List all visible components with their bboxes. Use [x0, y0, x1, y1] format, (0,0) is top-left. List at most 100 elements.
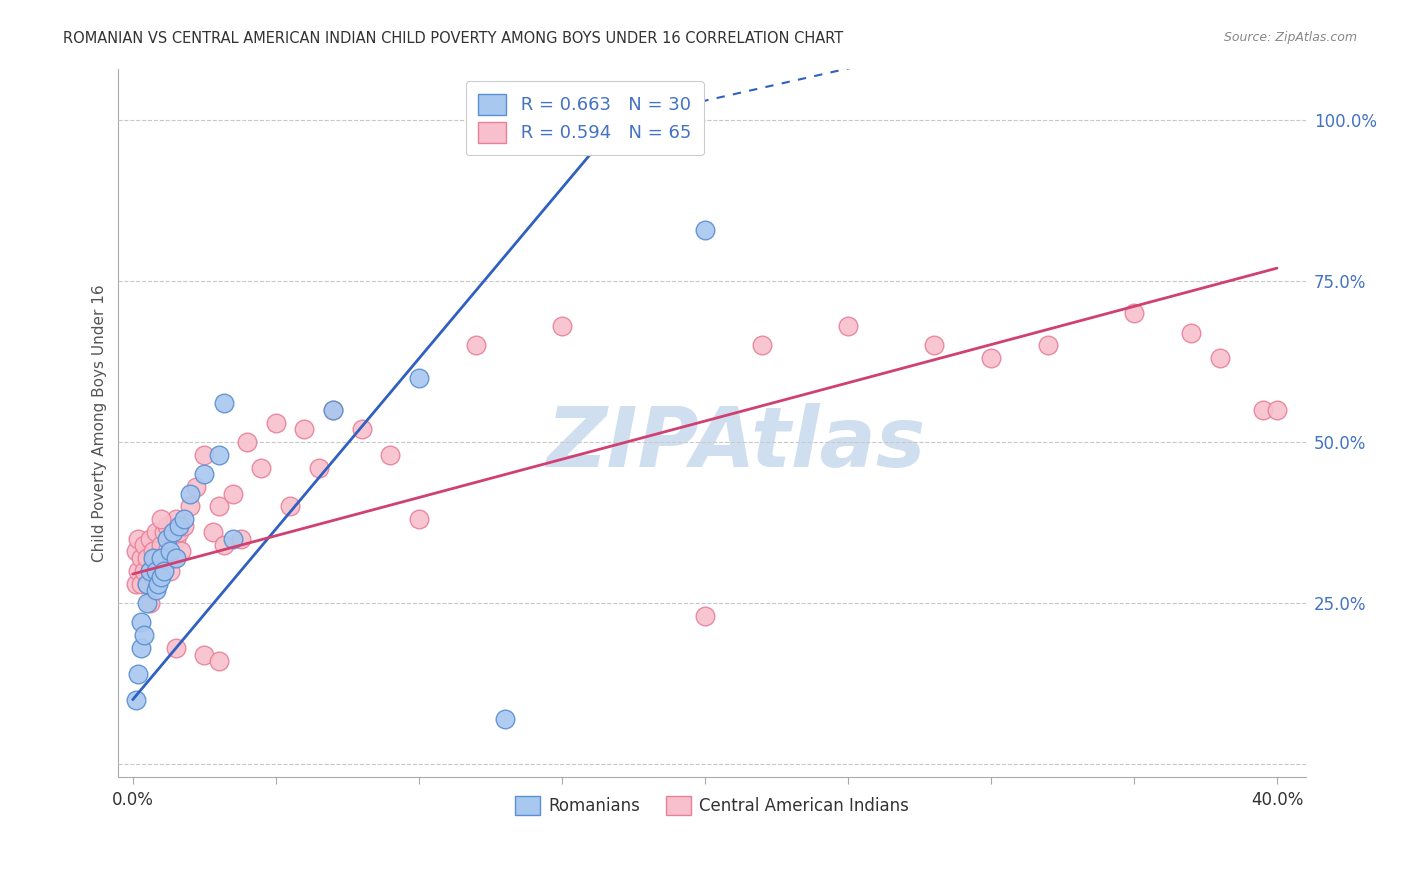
Point: [222, 486, 245, 500]
Point: [153, 564, 176, 578]
Point: [150, 538, 173, 552]
Point: [136, 576, 159, 591]
Point: [207, 448, 229, 462]
Point: [179, 486, 201, 500]
Point: [170, 544, 193, 558]
Point: [1180, 326, 1202, 340]
Point: [207, 654, 229, 668]
Point: [165, 512, 187, 526]
Point: [162, 525, 184, 540]
Point: [1265, 402, 1288, 417]
Point: [184, 480, 207, 494]
Point: [131, 576, 153, 591]
Point: [139, 564, 162, 578]
Point: [465, 338, 488, 352]
Text: Source: ZipAtlas.com: Source: ZipAtlas.com: [1223, 31, 1357, 45]
Point: [350, 422, 373, 436]
Point: [139, 564, 162, 578]
Point: [150, 570, 173, 584]
Point: [292, 422, 315, 436]
Point: [494, 712, 516, 726]
Point: [124, 692, 146, 706]
Point: [127, 532, 149, 546]
Point: [980, 351, 1002, 366]
Point: [408, 512, 430, 526]
Point: [131, 641, 153, 656]
Y-axis label: Child Poverty Among Boys Under 16: Child Poverty Among Boys Under 16: [93, 284, 107, 561]
Point: [124, 544, 146, 558]
Point: [153, 525, 176, 540]
Point: [751, 338, 773, 352]
Point: [693, 222, 716, 236]
Point: [551, 319, 574, 334]
Point: [131, 615, 153, 630]
Point: [156, 544, 179, 558]
Point: [1209, 351, 1232, 366]
Point: [922, 338, 945, 352]
Point: [322, 402, 344, 417]
Point: [173, 518, 195, 533]
Point: [308, 460, 330, 475]
Point: [150, 564, 173, 578]
Point: [201, 525, 224, 540]
Point: [179, 500, 201, 514]
Text: ROMANIAN VS CENTRAL AMERICAN INDIAN CHILD POVERTY AMONG BOYS UNDER 16 CORRELATIO: ROMANIAN VS CENTRAL AMERICAN INDIAN CHIL…: [63, 31, 844, 46]
Point: [142, 550, 165, 565]
Text: ZIPAtlas: ZIPAtlas: [546, 403, 925, 484]
Point: [250, 460, 273, 475]
Point: [167, 518, 190, 533]
Point: [139, 596, 162, 610]
Point: [159, 564, 181, 578]
Point: [193, 448, 215, 462]
Point: [136, 596, 159, 610]
Point: [142, 570, 165, 584]
Point: [145, 583, 167, 598]
Point: [139, 532, 162, 546]
Point: [165, 641, 187, 656]
Point: [1036, 338, 1059, 352]
Point: [145, 550, 167, 565]
Legend: Romanians, Central American Indians: Romanians, Central American Indians: [505, 786, 918, 825]
Point: [322, 402, 344, 417]
Point: [145, 525, 167, 540]
Point: [127, 564, 149, 578]
Point: [134, 538, 156, 552]
Point: [145, 564, 167, 578]
Point: [837, 319, 859, 334]
Point: [167, 525, 190, 540]
Point: [131, 550, 153, 565]
Point: [408, 370, 430, 384]
Point: [136, 550, 159, 565]
Point: [150, 512, 173, 526]
Point: [214, 538, 236, 552]
Point: [231, 532, 253, 546]
Point: [236, 435, 259, 450]
Point: [278, 500, 301, 514]
Point: [150, 550, 173, 565]
Point: [134, 564, 156, 578]
Point: [165, 550, 187, 565]
Point: [162, 550, 184, 565]
Point: [148, 576, 170, 591]
Point: [156, 518, 179, 533]
Point: [214, 396, 236, 410]
Point: [159, 544, 181, 558]
Point: [380, 448, 402, 462]
Point: [142, 544, 165, 558]
Point: [207, 500, 229, 514]
Point: [264, 416, 287, 430]
Point: [156, 532, 179, 546]
Point: [1123, 306, 1146, 320]
Point: [173, 512, 195, 526]
Point: [148, 558, 170, 572]
Point: [693, 608, 716, 623]
Point: [193, 648, 215, 662]
Point: [1251, 402, 1274, 417]
Point: [124, 576, 146, 591]
Point: [127, 666, 149, 681]
Point: [222, 532, 245, 546]
Point: [134, 628, 156, 642]
Point: [136, 576, 159, 591]
Point: [193, 467, 215, 482]
Point: [165, 532, 187, 546]
